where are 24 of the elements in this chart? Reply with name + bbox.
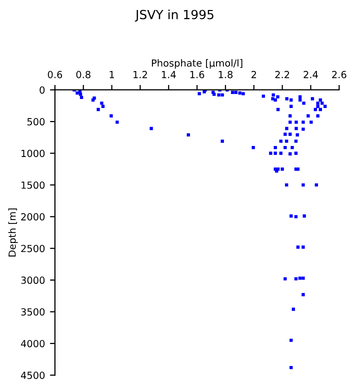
y-tick-label: 4500 (20, 372, 45, 379)
x-tick-label: 0.8 (76, 70, 90, 78)
x-tick-label: 1.6 (190, 70, 204, 78)
y-tick-label: 2000 (21, 213, 45, 220)
x-tick-label: 0.6 (48, 70, 62, 78)
x-tick-label: 2 (252, 70, 256, 78)
x-axis-title: Phosphate [μmol/l] (152, 59, 242, 69)
y-tick-label: 2500 (21, 244, 45, 252)
x-tick-label: 2.4 (304, 70, 318, 78)
x-tick-label: 1.2 (134, 70, 147, 78)
chart-title: JSVY in 1995 (134, 10, 214, 22)
y-tick-label: 4000 (20, 340, 45, 348)
y-tick-label: 1500 (22, 181, 45, 189)
x-tick-label: 2.6 (332, 70, 346, 78)
y-tick-label: 1000 (22, 150, 45, 158)
y-tick-label: 500 (27, 118, 45, 126)
x-tick-label: 1.4 (162, 71, 176, 78)
x-tick-label: 2.2 (275, 70, 290, 78)
y-tick-label: 3000 (21, 276, 45, 284)
x-tick-label: 1 (110, 71, 114, 78)
y-tick-label: 3500 (21, 308, 45, 316)
y-tick-label: 0 (40, 86, 45, 94)
x-tick-label: 1.8 (218, 70, 233, 78)
y-axis-title: Depth [m] (8, 208, 18, 256)
